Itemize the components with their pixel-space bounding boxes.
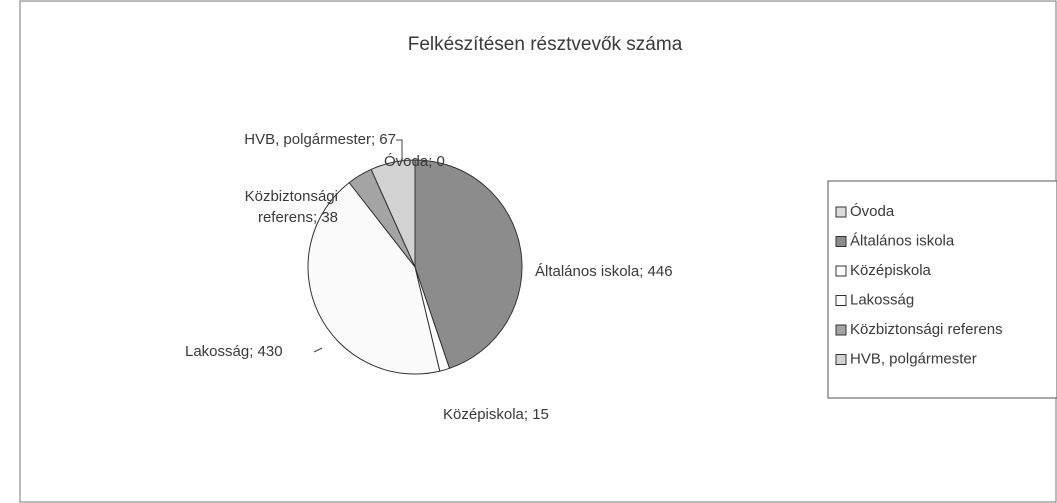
legend-label: Általános iskola [850,232,955,249]
pie-slice [414,159,523,369]
legend-box [827,180,1057,399]
leader-line [396,139,403,168]
legend-label: Óvoda [850,203,895,220]
data-label: Középiskola; 15 [443,406,549,423]
leader-line [313,347,323,353]
legend-swatch [835,354,847,365]
legend-swatch [835,295,847,306]
legend-swatch [835,265,847,277]
legend-swatch [835,324,847,336]
pie-slice [370,159,416,268]
data-label: Közbiztonsági referens; 38 [245,188,338,226]
chart-title: Felkészítésen résztvevők száma [408,34,683,55]
pie-slice [307,181,441,375]
legend-label: Középiskola [850,262,932,279]
legend-label: Lakosság [850,291,914,308]
data-label: Általános iskola; 446 [535,263,673,280]
legend-label: HVB, polgármester [850,350,977,367]
data-label: Óvoda; 0 [384,153,445,170]
legend-swatch [835,236,847,247]
legend-label: Közbiztonsági referens [850,321,1003,338]
data-label: Lakosság; 430 [185,343,283,360]
data-label: HVB, polgármester; 67 [244,131,396,148]
legend-swatch [835,206,847,218]
